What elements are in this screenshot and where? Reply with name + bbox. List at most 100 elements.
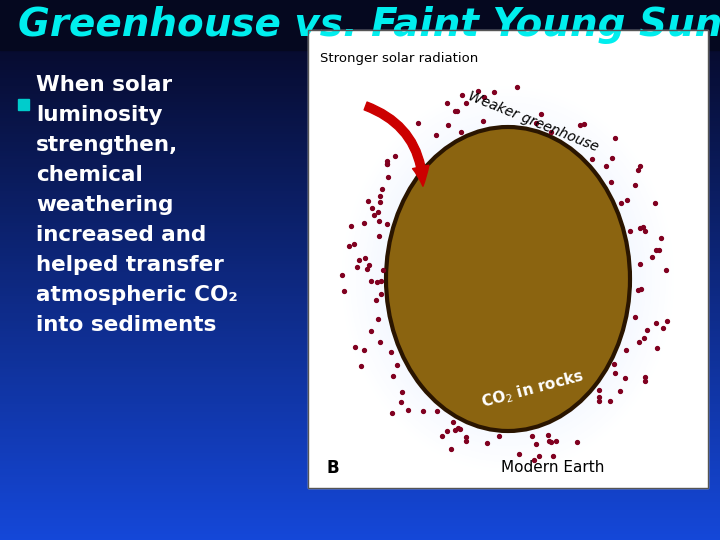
Bar <box>0 231 720 235</box>
Bar <box>0 517 720 521</box>
Bar <box>0 307 720 310</box>
Bar <box>0 180 720 184</box>
Text: increased and: increased and <box>36 225 206 245</box>
Ellipse shape <box>472 237 544 321</box>
Ellipse shape <box>455 217 561 341</box>
Text: strengthen,: strengthen, <box>36 135 179 155</box>
Text: Weaker greenhouse: Weaker greenhouse <box>466 90 600 154</box>
Bar <box>0 480 720 483</box>
Ellipse shape <box>368 117 648 442</box>
Bar <box>0 250 720 254</box>
Ellipse shape <box>505 276 510 282</box>
Bar <box>0 326 720 329</box>
Bar <box>0 77 720 81</box>
Bar <box>0 415 720 419</box>
Bar <box>0 183 720 186</box>
Bar <box>0 331 720 335</box>
Bar <box>0 85 720 89</box>
Bar <box>0 444 720 448</box>
Bar <box>0 156 720 159</box>
Bar <box>0 83 720 86</box>
Ellipse shape <box>348 94 667 464</box>
Bar <box>0 309 720 313</box>
Ellipse shape <box>433 191 584 367</box>
Ellipse shape <box>340 84 676 474</box>
Bar <box>0 534 720 537</box>
Bar <box>0 204 720 208</box>
Bar <box>0 407 720 410</box>
Bar <box>0 512 720 516</box>
Bar <box>0 412 720 416</box>
Bar <box>0 339 720 343</box>
Bar <box>0 115 720 119</box>
Bar <box>0 126 720 130</box>
Ellipse shape <box>488 256 528 302</box>
Text: CO$_2$ in rocks: CO$_2$ in rocks <box>480 366 587 411</box>
Bar <box>0 293 720 297</box>
Bar <box>0 282 720 286</box>
Bar <box>0 399 720 402</box>
Bar <box>0 404 720 408</box>
Bar <box>0 37 720 40</box>
Bar <box>0 137 720 140</box>
Bar <box>0 102 720 105</box>
Bar <box>0 158 720 162</box>
Bar <box>0 29 720 32</box>
Ellipse shape <box>480 246 536 312</box>
Bar <box>0 469 720 472</box>
Bar <box>0 266 720 270</box>
Bar <box>0 18 720 22</box>
Bar <box>0 501 720 505</box>
FancyArrowPatch shape <box>364 102 429 186</box>
Bar <box>0 72 720 76</box>
Bar <box>0 234 720 238</box>
Ellipse shape <box>346 91 670 468</box>
Ellipse shape <box>396 149 620 409</box>
Ellipse shape <box>408 162 609 396</box>
Bar <box>0 515 720 518</box>
Bar <box>0 177 720 181</box>
Bar <box>0 504 720 508</box>
Bar <box>0 496 720 500</box>
Bar <box>0 220 720 224</box>
Bar <box>0 428 720 432</box>
Bar <box>0 169 720 173</box>
Bar <box>0 328 720 332</box>
Ellipse shape <box>500 269 516 289</box>
Bar <box>0 261 720 265</box>
Bar <box>0 7 720 11</box>
Bar <box>0 482 720 486</box>
Text: luminosity: luminosity <box>36 105 163 125</box>
Text: B: B <box>326 459 338 477</box>
Bar <box>0 193 720 197</box>
Bar <box>0 490 720 494</box>
Bar <box>0 434 720 437</box>
Bar <box>0 528 720 532</box>
Bar <box>0 485 720 489</box>
Text: into sediments: into sediments <box>36 315 217 335</box>
Bar <box>0 463 720 467</box>
Ellipse shape <box>477 243 539 315</box>
Bar <box>0 458 720 462</box>
Bar <box>0 64 720 68</box>
Bar <box>0 455 720 459</box>
Ellipse shape <box>418 175 598 383</box>
Bar <box>0 493 720 497</box>
Bar <box>308 30 708 488</box>
Bar <box>0 431 720 435</box>
Text: Greenhouse vs. Faint Young Sun: Greenhouse vs. Faint Young Sun <box>18 6 720 44</box>
Ellipse shape <box>387 139 629 418</box>
Bar <box>0 320 720 324</box>
Bar <box>0 453 720 456</box>
Bar <box>0 372 720 375</box>
Bar <box>0 12 720 16</box>
Bar <box>0 147 720 151</box>
Bar <box>0 396 720 400</box>
Bar <box>0 304 720 308</box>
Bar <box>0 336 720 340</box>
Bar <box>0 285 720 289</box>
Bar <box>0 388 720 392</box>
Bar <box>0 291 720 294</box>
Ellipse shape <box>427 185 589 373</box>
Bar <box>0 374 720 378</box>
